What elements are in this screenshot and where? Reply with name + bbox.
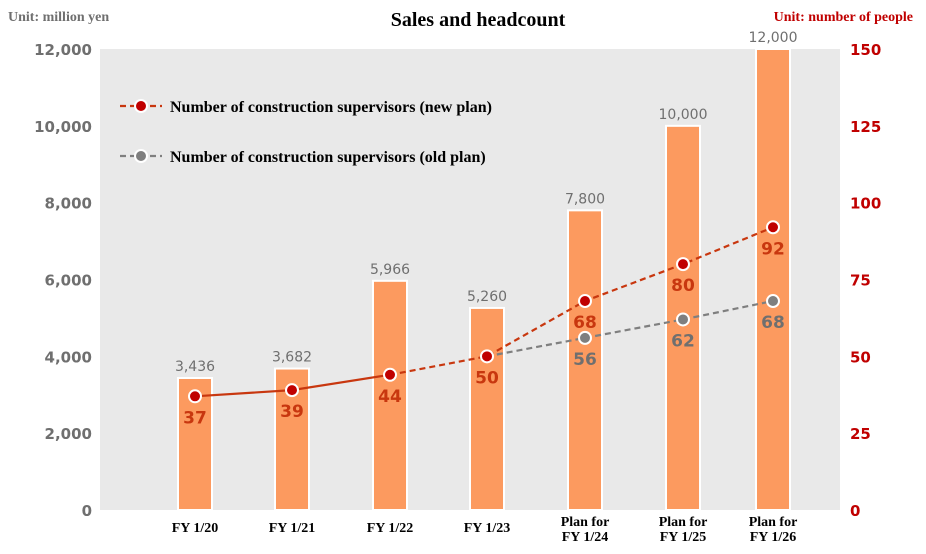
new-plan-value-label: 80	[671, 276, 695, 296]
right-tick-label: 150	[850, 41, 881, 59]
bar-value-label: 5,966	[370, 262, 410, 278]
category-label: Plan for	[561, 515, 610, 530]
left-unit-label: Unit: million yen	[8, 10, 109, 25]
left-tick-label: 6,000	[45, 272, 92, 290]
old-plan-marker	[676, 312, 690, 327]
bar-value-label: 7,800	[565, 191, 605, 207]
category-label: FY 1/21	[269, 521, 316, 536]
legend-old-plan-marker	[134, 149, 148, 163]
sales-bar	[567, 209, 603, 511]
new-plan-marker	[383, 367, 397, 382]
bar-series: 3,436 3,682 5,966 5,260 7,800 10,000 12,000	[175, 30, 798, 512]
line-series: 56 62 68 37 39 44 50 68 80 92	[183, 220, 785, 428]
bar-value-label: 10,000	[659, 107, 708, 123]
old-plan-marker	[766, 294, 780, 309]
category-label: FY 1/24	[562, 530, 609, 545]
new-plan-marker	[480, 349, 494, 364]
sales-bar	[469, 306, 505, 512]
new-plan-value-label: 39	[280, 402, 304, 422]
new-plan-value-label: 68	[573, 313, 597, 333]
old-plan-marker	[578, 330, 592, 345]
category-label: FY 1/20	[172, 521, 219, 536]
left-tick-label: 10,000	[34, 118, 92, 136]
new-plan-value-label: 37	[183, 408, 207, 428]
category-label: FY 1/23	[464, 521, 511, 536]
category-label: Plan for	[749, 515, 798, 530]
sales-bar	[372, 279, 408, 511]
old-plan-value-label: 56	[573, 350, 597, 370]
right-tick-label: 100	[850, 195, 881, 213]
right-axis: 0 25 50 75 100 125 150	[850, 41, 881, 520]
left-tick-label: 0	[82, 502, 92, 520]
sales-bar	[755, 48, 791, 511]
legend: Number of construction supervisors (new …	[120, 99, 492, 166]
legend-new-plan-label: Number of construction supervisors (new …	[170, 99, 492, 116]
right-tick-label: 125	[850, 118, 881, 136]
bar-value-label: 12,000	[749, 30, 798, 46]
new-plan-marker	[188, 389, 202, 404]
chart-title: Sales and headcount	[391, 9, 566, 31]
right-tick-label: 0	[850, 502, 860, 520]
category-label: Plan for	[659, 515, 708, 530]
new-plan-marker	[285, 383, 299, 398]
bar-value-label: 3,682	[272, 350, 312, 366]
left-tick-label: 12,000	[34, 41, 92, 59]
new-plan-marker	[676, 257, 690, 272]
new-plan-marker	[766, 220, 780, 235]
bar-value-label: 3,436	[175, 359, 215, 375]
right-tick-label: 25	[850, 425, 871, 443]
left-tick-label: 8,000	[45, 195, 92, 213]
right-tick-label: 75	[850, 272, 871, 290]
new-plan-marker	[578, 294, 592, 309]
left-tick-label: 4,000	[45, 348, 92, 366]
old-plan-line	[486, 299, 774, 358]
bar-value-label: 5,260	[467, 289, 507, 305]
left-tick-label: 2,000	[45, 425, 92, 443]
category-label: FY 1/25	[660, 530, 707, 545]
category-label: FY 1/22	[367, 521, 414, 536]
right-unit-label: Unit: number of people	[774, 10, 913, 25]
legend-old-plan-label: Number of construction supervisors (old …	[170, 149, 486, 166]
category-label: FY 1/26	[750, 530, 797, 545]
old-plan-value-label: 62	[671, 331, 695, 351]
new-plan-value-label: 50	[475, 368, 499, 388]
right-tick-label: 50	[850, 348, 871, 366]
new-plan-value-label: 44	[378, 387, 402, 407]
left-axis: 0 2,000 4,000 6,000 8,000 10,000 12,000	[34, 41, 92, 520]
new-plan-value-label: 92	[761, 239, 785, 259]
legend-new-plan-marker	[134, 99, 148, 113]
old-plan-value-label: 68	[761, 313, 785, 333]
